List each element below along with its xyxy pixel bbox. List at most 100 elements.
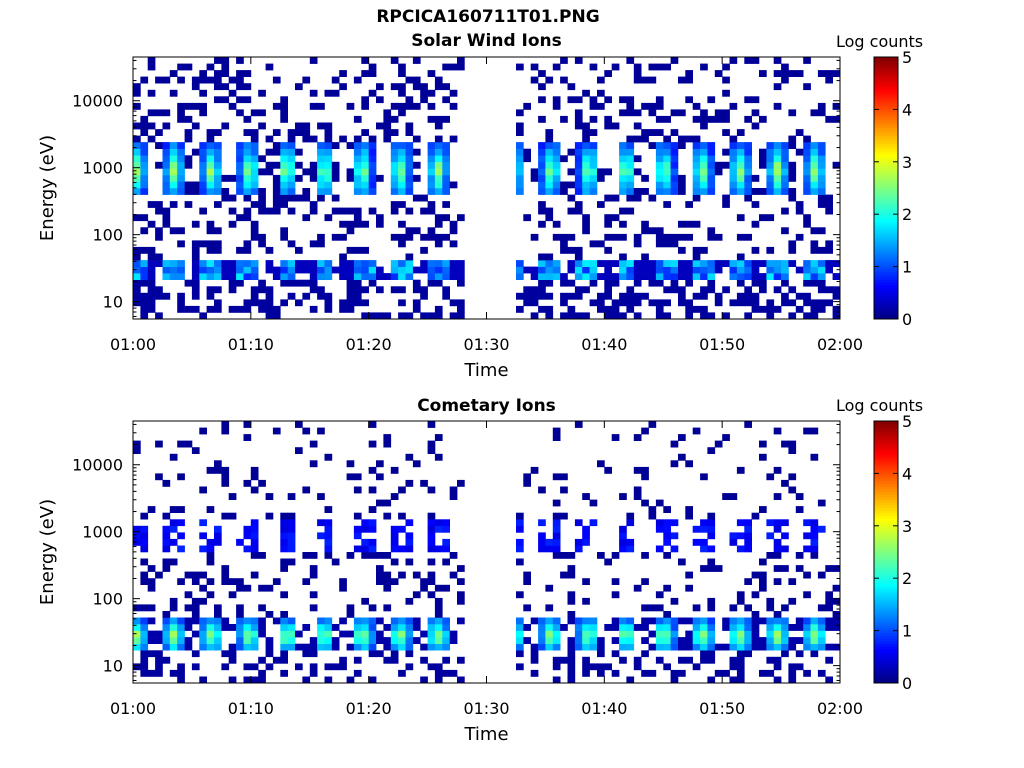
spectrogram-cell <box>405 624 414 631</box>
spectrogram-cell <box>700 122 708 130</box>
spectrogram-cell <box>744 273 752 280</box>
spectrogram-cell <box>191 83 200 91</box>
spectrogram-cell <box>574 142 583 149</box>
spectrogram-cell <box>434 260 443 267</box>
colorbar-segment <box>874 638 898 642</box>
spectrogram-cell <box>538 643 546 651</box>
spectrogram-cell <box>228 650 237 658</box>
spectrogram-cell <box>140 663 149 671</box>
spectrogram-cell <box>707 519 716 527</box>
spectrogram-cell <box>140 312 149 320</box>
spectrogram-cell <box>574 538 583 546</box>
spectrogram-cell <box>398 624 406 631</box>
spectrogram-cell <box>169 174 178 182</box>
colorbar-segment <box>874 478 898 482</box>
spectrogram-cell <box>133 161 141 169</box>
spectrogram-cell <box>678 135 686 143</box>
spectrogram-cell <box>523 624 531 631</box>
colorbar-segment <box>874 607 898 611</box>
y-axis-label: Energy (eV) <box>37 135 58 241</box>
spectrogram-cell <box>309 637 318 644</box>
spectrogram-cell <box>398 299 406 307</box>
spectrogram-cell <box>449 552 458 559</box>
spectrogram-cell <box>670 174 679 182</box>
spectrogram-cell <box>523 266 531 274</box>
spectrogram-cell <box>670 260 679 267</box>
spectrogram-cell <box>729 168 738 176</box>
spectrogram-cell <box>199 584 207 592</box>
spectrogram-cell <box>523 214 531 222</box>
spectrogram-cell <box>420 260 428 267</box>
spectrogram-cell <box>626 538 635 546</box>
spectrogram-cell <box>457 312 465 320</box>
spectrogram-cell <box>729 266 738 274</box>
spectrogram-cell <box>258 286 266 294</box>
spectrogram-cell <box>295 299 303 307</box>
spectrogram-cell <box>795 650 804 658</box>
spectrogram-cell <box>552 96 561 104</box>
spectrogram-cell <box>773 525 782 533</box>
spectrogram-cell <box>309 604 318 612</box>
spectrogram-cell <box>545 279 554 287</box>
spectrogram-cell <box>766 637 775 644</box>
spectrogram-cell <box>353 260 362 267</box>
colorbar-segment <box>874 85 898 89</box>
spectrogram-cell <box>184 637 193 644</box>
spectrogram-cell <box>832 597 841 605</box>
spectrogram-cell <box>206 305 215 313</box>
spectrogram-cell <box>133 637 141 644</box>
spectrogram-cell <box>434 142 443 149</box>
colorbar-segment <box>874 510 898 514</box>
spectrogram-cell <box>582 227 590 235</box>
colorbar-segment <box>874 167 898 171</box>
spectrogram-cell <box>368 617 377 625</box>
spectrogram-cell <box>685 260 693 267</box>
spectrogram-cell <box>641 102 649 110</box>
spectrogram-cell <box>567 617 576 625</box>
spectrogram-cell <box>353 135 362 143</box>
spectrogram-cell <box>516 181 524 189</box>
spectrogram-cell <box>457 565 465 572</box>
spectrogram-cell <box>560 188 568 195</box>
x-tick-label: 01:10 <box>228 335 274 354</box>
spectrogram-cell <box>214 286 222 294</box>
spectrogram-cell <box>368 148 377 156</box>
spectrogram-cell <box>803 181 811 189</box>
spectrogram-cell <box>663 663 671 671</box>
spectrogram-cell <box>376 617 384 625</box>
colorbar-segment <box>874 198 898 202</box>
spectrogram-cell <box>744 624 752 631</box>
spectrogram-cell <box>376 460 384 468</box>
spectrogram-cell <box>177 155 185 163</box>
spectrogram-cell <box>626 194 635 202</box>
spectrogram-cell <box>736 266 745 274</box>
spectrogram-cell <box>199 637 207 644</box>
spectrogram-cell <box>155 312 163 320</box>
spectrogram-cell <box>199 70 207 77</box>
spectrogram-cell <box>545 260 554 267</box>
spectrogram-cell <box>383 512 392 520</box>
spectrogram-cell <box>191 246 200 254</box>
spectrogram-cell <box>243 584 252 592</box>
colorbar-segment <box>874 214 898 218</box>
spectrogram-cell <box>199 676 207 684</box>
spectrogram-cell <box>324 637 333 644</box>
spectrogram-cell <box>663 135 671 143</box>
spectrogram-cell <box>597 650 605 658</box>
spectrogram-cell <box>272 129 281 136</box>
spectrogram-cell <box>655 299 664 307</box>
spectrogram-cell <box>700 109 708 117</box>
spectrogram-cell <box>206 506 215 513</box>
spectrogram-cell <box>147 266 156 274</box>
spectrogram-cell <box>361 246 369 254</box>
spectrogram-cell <box>744 286 752 294</box>
spectrogram-cell <box>626 512 635 520</box>
spectrogram-cell <box>788 643 797 651</box>
spectrogram-cell <box>538 70 546 77</box>
spectrogram-cell <box>324 273 333 280</box>
spectrogram-cell <box>619 532 627 540</box>
spectrogram-cell <box>700 565 708 572</box>
spectrogram-cell <box>781 440 789 448</box>
spectrogram-cell <box>324 299 333 307</box>
spectrogram-cell <box>604 122 612 130</box>
